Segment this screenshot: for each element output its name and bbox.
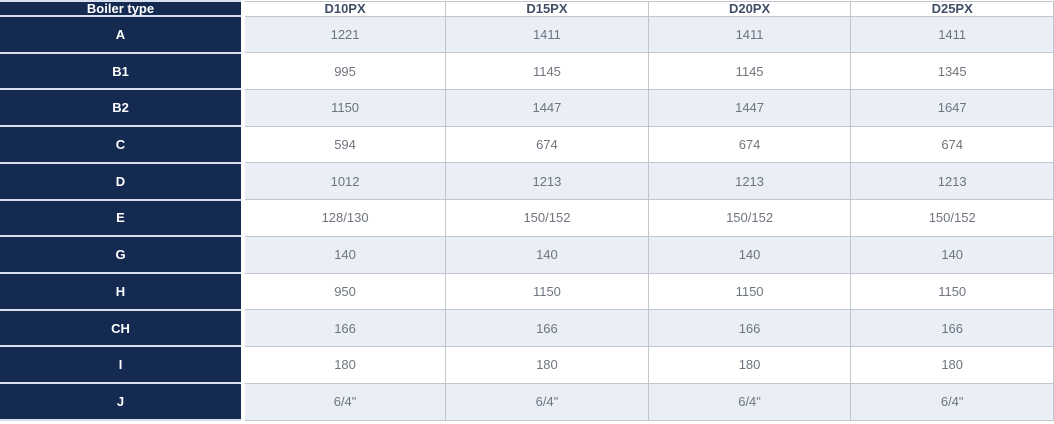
- table-cell: 1213: [445, 162, 649, 201]
- table-cell: 6/4": [850, 382, 1054, 421]
- table-row-a: A 1221 1411 1411 1411: [0, 15, 1054, 54]
- table-cell: 1447: [647, 88, 852, 127]
- table-row-e: E 128/130 150/152 150/152 150/152: [0, 199, 1054, 238]
- table-cell: 180: [647, 345, 852, 384]
- table-cell: 140: [445, 235, 649, 274]
- table-row-b2: B2 1150 1447 1447 1647: [0, 88, 1054, 128]
- row-label-b2: B2: [0, 89, 245, 128]
- table-cell: 995: [242, 52, 447, 90]
- table-cell: 6/4": [647, 382, 852, 421]
- table-cell: 180: [242, 345, 447, 384]
- table-cell: 166: [647, 309, 852, 347]
- row-label-j: J: [0, 383, 245, 421]
- table-cell: 1150: [850, 272, 1054, 311]
- table-cell: 674: [445, 125, 649, 164]
- row-label-c: C: [0, 126, 245, 164]
- table-cell: 1012: [242, 162, 447, 201]
- table-row-d: D 1012 1213 1213 1213: [0, 162, 1054, 201]
- table-cell: 166: [445, 309, 649, 347]
- column-header-d20px: D20PX: [647, 0, 852, 17]
- table-cell: 140: [647, 235, 852, 274]
- table-cell: 150/152: [850, 199, 1054, 237]
- table-row-h: H 950 1150 1150 1150: [0, 272, 1054, 311]
- table-header-row: Boiler type D10PX D15PX D20PX D25PX: [0, 0, 1054, 17]
- table-cell: 1150: [647, 272, 852, 311]
- table-cell: 1145: [647, 52, 852, 90]
- table-cell: 950: [242, 272, 447, 311]
- column-header-d10px: D10PX: [242, 0, 447, 17]
- column-header-boiler-type: Boiler type: [0, 0, 245, 17]
- table-cell: 180: [445, 345, 649, 384]
- table-cell: 1150: [445, 272, 649, 311]
- table-cell: 674: [850, 125, 1054, 164]
- table-cell: 1213: [850, 162, 1054, 201]
- table-cell: 166: [850, 309, 1054, 347]
- row-label-g: G: [0, 236, 245, 275]
- table-cell: 6/4": [242, 382, 447, 421]
- table-cell: 1647: [850, 88, 1054, 127]
- table-row-ch: CH 166 166 166 166: [0, 309, 1054, 348]
- table-row-g: G 140 140 140 140: [0, 235, 1054, 275]
- table-row-j: J 6/4" 6/4" 6/4" 6/4": [0, 382, 1054, 421]
- column-header-d15px: D15PX: [445, 0, 649, 17]
- table-cell: 180: [850, 345, 1054, 384]
- table-cell: 1411: [647, 15, 852, 54]
- row-label-h: H: [0, 273, 245, 311]
- table-cell: 1345: [850, 52, 1054, 90]
- table-cell: 1150: [242, 88, 447, 127]
- table-cell: 6/4": [445, 382, 649, 421]
- table-row-i: I 180 180 180 180: [0, 345, 1054, 385]
- column-header-d25px: D25PX: [850, 0, 1054, 17]
- table-cell: 166: [242, 309, 447, 347]
- table-cell: 1213: [647, 162, 852, 201]
- row-label-d: D: [0, 162, 245, 201]
- table-row-c: C 594 674 674 674: [0, 125, 1054, 164]
- row-label-i: I: [0, 346, 245, 385]
- table-cell: 150/152: [647, 199, 852, 237]
- row-label-a: A: [0, 15, 245, 54]
- row-label-e: E: [0, 199, 245, 238]
- table-cell: 140: [242, 235, 447, 274]
- table-cell: 1411: [445, 15, 649, 54]
- table-cell: 1447: [445, 88, 649, 127]
- table-row-b1: B1 995 1145 1145 1345: [0, 52, 1054, 91]
- table-cell: 1145: [445, 52, 649, 90]
- table-cell: 140: [850, 235, 1054, 274]
- table-cell: 674: [647, 125, 852, 164]
- table-cell: 150/152: [445, 199, 649, 237]
- table-cell: 128/130: [242, 199, 447, 237]
- table-cell: 594: [242, 125, 447, 164]
- table-cell: 1221: [242, 15, 447, 54]
- table-cell: 1411: [850, 15, 1054, 54]
- row-label-ch: CH: [0, 309, 245, 348]
- row-label-b1: B1: [0, 52, 245, 91]
